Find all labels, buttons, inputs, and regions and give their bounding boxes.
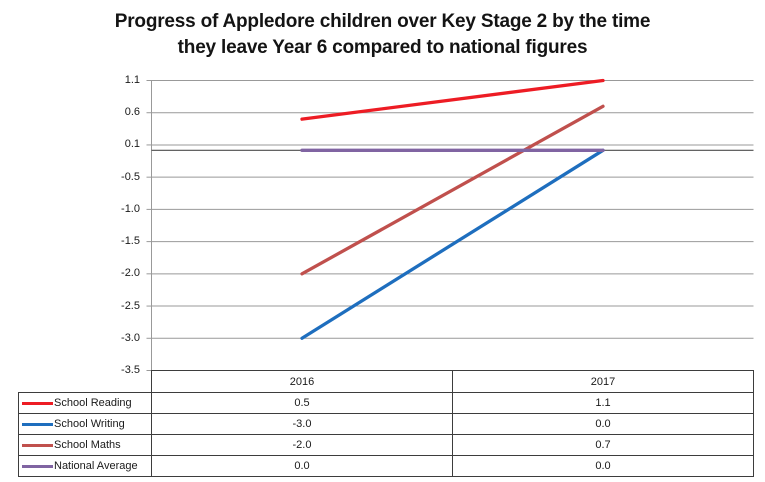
table-value-national-average-2016: 0.0 <box>151 455 453 477</box>
legend-label: National Average <box>54 460 138 472</box>
table-value-school-maths-2017: 0.7 <box>452 434 754 456</box>
legend-key-school-reading <box>22 401 53 405</box>
legend-item-school-maths: School Maths <box>18 434 153 456</box>
table-value-school-writing-2016: -3.0 <box>151 413 453 435</box>
legend-key-school-maths <box>22 443 53 447</box>
legend-item-school-reading: School Reading <box>18 392 153 414</box>
legend-item-school-writing: School Writing <box>18 413 153 435</box>
table-value-school-reading-2016: 0.5 <box>151 392 453 414</box>
y-axis-label: 0.1 <box>124 138 140 150</box>
series-line-school-maths <box>300 104 605 276</box>
y-axis-label: -3.5 <box>121 364 140 376</box>
legend-label: School Reading <box>54 397 132 409</box>
table-value-school-maths-2016: -2.0 <box>151 434 453 456</box>
legend-item-national-average: National Average <box>18 455 153 477</box>
series-line-school-reading <box>300 78 605 121</box>
y-axis-label: -1.0 <box>121 203 140 215</box>
legend-label: School Writing <box>54 418 125 430</box>
series-line-school-writing <box>300 148 605 340</box>
y-axis-label: -2.0 <box>121 267 140 279</box>
y-axis-label: 0.6 <box>124 106 140 118</box>
table-value-school-reading-2017: 1.1 <box>452 392 754 414</box>
y-axis-label: -1.5 <box>121 235 140 247</box>
chart-title-line2: they leave Year 6 compared to national f… <box>177 37 588 58</box>
chart-title: Progress of Appledore children over Key … <box>0 9 765 61</box>
table-value-school-writing-2017: 0.0 <box>452 413 754 435</box>
legend-key-national-average <box>22 464 53 468</box>
table-header-2017: 2017 <box>452 370 754 393</box>
y-axis-label: -3.0 <box>121 332 140 344</box>
legend-label: School Maths <box>54 439 121 451</box>
y-axis-label: -2.5 <box>121 300 140 312</box>
chart-title-line1: Progress of Appledore children over Key … <box>114 11 651 32</box>
y-axis-label: 1.1 <box>124 74 140 86</box>
y-axis-label: -0.5 <box>121 171 140 183</box>
legend-key-school-writing <box>22 422 53 426</box>
table-value-national-average-2017: 0.0 <box>452 455 754 477</box>
table-header-2016: 2016 <box>151 370 453 393</box>
